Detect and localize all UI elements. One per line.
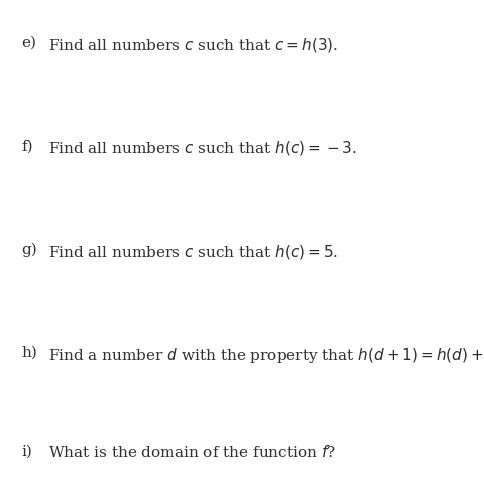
Text: i): i)	[21, 445, 32, 458]
Text: Find a number $d$ with the property that $h(d+1) = h(d) + 7$.: Find a number $d$ with the property that…	[47, 346, 484, 365]
Text: g): g)	[21, 243, 37, 257]
Text: What is the domain of the function $f$?: What is the domain of the function $f$?	[47, 445, 335, 460]
Text: Find all numbers $c$ such that $h(c) = -3$.: Find all numbers $c$ such that $h(c) = -…	[47, 139, 356, 157]
Text: f): f)	[21, 139, 32, 153]
Text: Find all numbers $c$ such that $c = h(3)$.: Find all numbers $c$ such that $c = h(3)…	[47, 36, 337, 54]
Text: e): e)	[21, 36, 36, 50]
Text: Find all numbers $c$ such that $h(c) = 5$.: Find all numbers $c$ such that $h(c) = 5…	[47, 243, 337, 260]
Text: h): h)	[21, 346, 37, 360]
